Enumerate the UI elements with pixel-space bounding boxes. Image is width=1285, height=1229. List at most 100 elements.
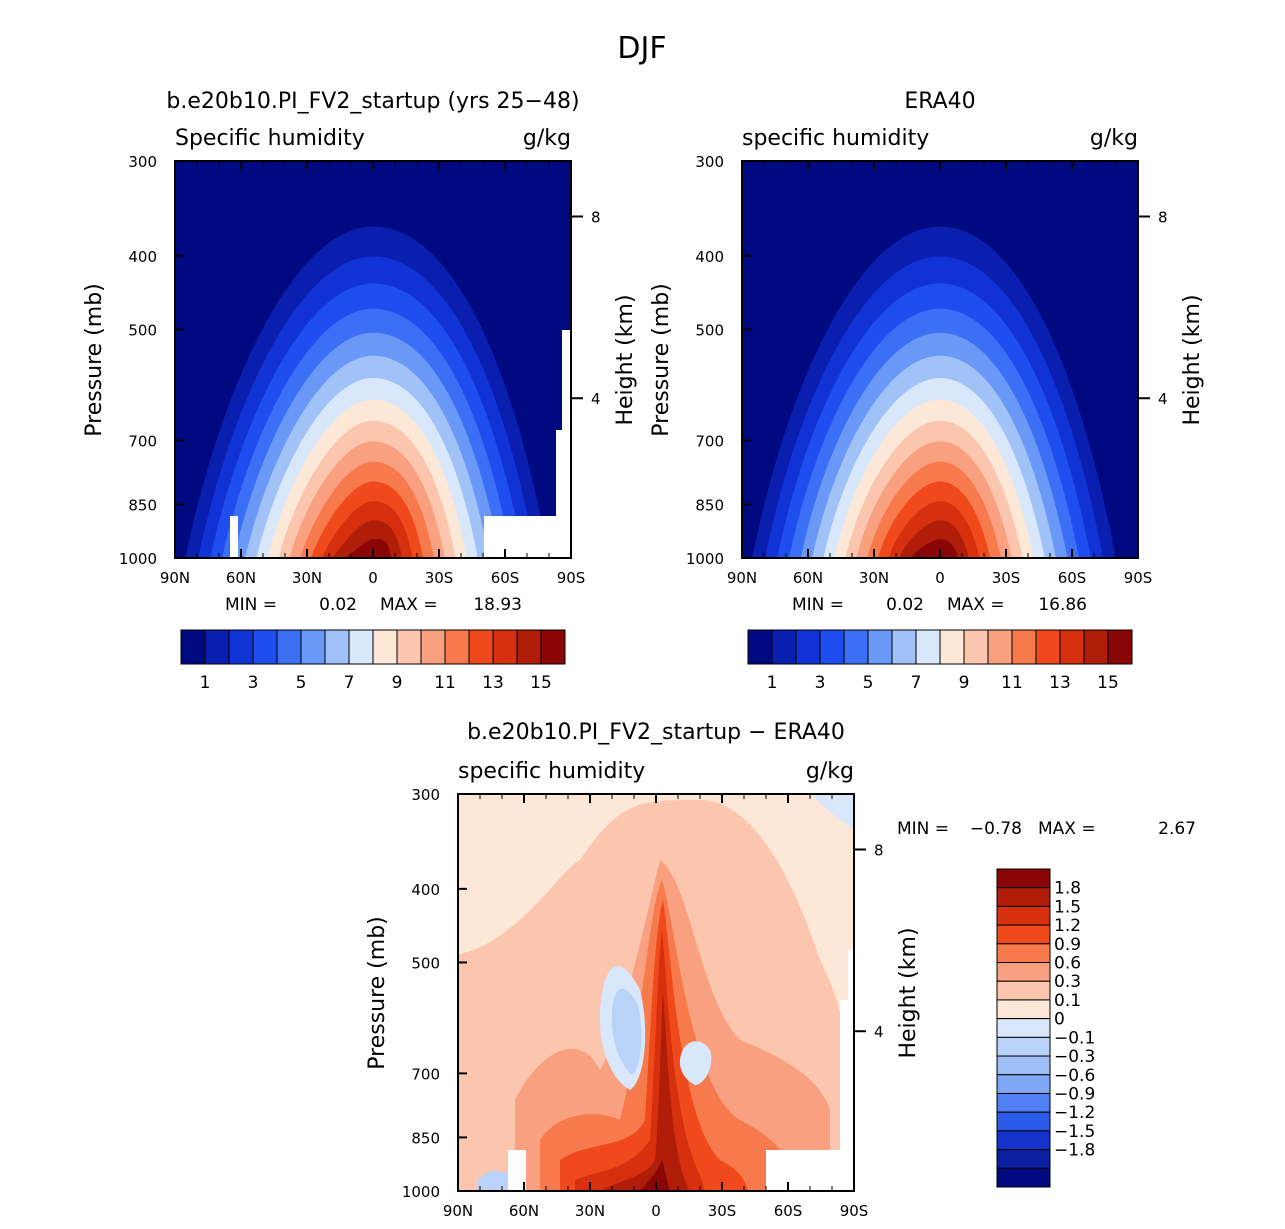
y-right-tick-label: 8 (591, 209, 601, 227)
y-tick-label: 300 (695, 153, 724, 171)
colorbar-swatch (915, 629, 941, 665)
x-tick-label: 90N (443, 1202, 473, 1220)
x-tick-label: 60S (1058, 569, 1087, 587)
colorbar-swatch (180, 629, 206, 665)
colorbar-swatch (996, 1092, 1051, 1113)
colorbar-swatch (996, 943, 1051, 964)
colorbar-swatch (420, 629, 446, 665)
colorbar-swatch (996, 1018, 1051, 1038)
axes: 90N 60N 30N 0 30S 60S 90S 300 400 500 700 850 1000 8 4 (686, 153, 1168, 587)
y-tick-label: 500 (128, 321, 157, 339)
colorbar-swatch (396, 629, 422, 665)
y-tick-label: 1000 (119, 550, 157, 568)
y-tick-label: 400 (695, 248, 724, 266)
colorbar-swatch (1107, 629, 1133, 665)
y-tick-label: 400 (411, 881, 440, 899)
y-tick-label: 850 (695, 496, 724, 514)
figure-title: DJF (617, 31, 666, 66)
colorbar-swatch (996, 980, 1051, 1001)
colorbar-swatch (996, 1130, 1051, 1151)
colorbar-swatch (996, 887, 1051, 907)
colorbar-label: 13 (482, 673, 504, 693)
y-tick-label: 400 (128, 248, 157, 266)
y-tick-label: 500 (411, 954, 440, 972)
units-label: g/kg (1090, 126, 1138, 151)
x-tick-label: 90S (1124, 569, 1153, 587)
colorbar-swatch (252, 629, 278, 665)
min-label: MIN = (792, 595, 844, 615)
colorbar-label: 5 (863, 673, 874, 693)
colorbar-label: 1 (200, 673, 211, 693)
panel-title: ERA40 (904, 89, 975, 114)
contour-band (640, 1160, 670, 1191)
colorbar-swatch (843, 629, 869, 665)
x-tick-label: 30S (425, 569, 454, 587)
x-tick-label: 0 (935, 569, 945, 587)
y-right-tick-label: 4 (1158, 390, 1168, 408)
contour-band (910, 539, 959, 558)
colorbar-swatch (444, 629, 470, 665)
colorbar-swatch (1083, 629, 1109, 665)
colorbar-swatch (987, 629, 1013, 665)
y-axis-label: Pressure (mb) (365, 916, 390, 1070)
colorbar-swatch (540, 629, 566, 665)
colorbar-label: 1.5 (1054, 897, 1081, 917)
contour-band (600, 990, 690, 1191)
colorbar-label: −0.1 (1054, 1028, 1095, 1048)
colorbar-label: 1.8 (1054, 879, 1081, 899)
colorbar: 1.81.51.20.90.60.30.10−0.1−0.3−0.6−0.9−1… (996, 868, 1095, 1188)
y-axis-right-label: Height (km) (613, 294, 638, 425)
colorbar-label: 3 (815, 673, 826, 693)
colorbar-swatch (891, 629, 917, 665)
y-axis-label: Pressure (mb) (82, 283, 107, 437)
units-label: g/kg (806, 759, 854, 784)
x-tick-label: 0 (651, 1202, 661, 1220)
missing-data-mask (562, 330, 571, 440)
colorbar-swatch (276, 629, 302, 665)
max-label: MAX = (380, 595, 438, 615)
missing-data-mask (848, 950, 854, 1000)
panel-difference: b.e20b10.PI_FV2_startup − ERA40 specific… (365, 720, 1196, 1220)
missing-data-mask (556, 430, 571, 520)
colorbar-swatch (867, 629, 893, 665)
colorbar-swatch (996, 1055, 1051, 1076)
variable-label: specific humidity (742, 126, 929, 151)
x-tick-label: 30N (575, 1202, 605, 1220)
colorbar-label: −1.5 (1054, 1122, 1095, 1142)
colorbar-label: 7 (911, 673, 922, 693)
panel-title: b.e20b10.PI_FV2_startup (yrs 25−48) (166, 89, 579, 114)
colorbar-label: 1.2 (1054, 916, 1081, 936)
y-tick-label: 1000 (402, 1183, 440, 1201)
colorbar-label: 0.9 (1054, 935, 1081, 955)
max-value: 18.93 (473, 595, 522, 615)
x-tick-label: 30N (292, 569, 322, 587)
colorbar-swatch (996, 1111, 1051, 1132)
colorbar-swatch (372, 629, 398, 665)
y-right-tick-label: 4 (874, 1023, 884, 1041)
colorbar-swatch (996, 905, 1051, 926)
x-tick-label: 60S (774, 1202, 803, 1220)
contour-plot (458, 794, 854, 1191)
colorbar-label: −0.6 (1054, 1066, 1095, 1086)
colorbar-swatch (819, 629, 845, 665)
missing-data-mask (766, 1150, 854, 1191)
colorbar-swatch (468, 629, 494, 665)
colorbar-swatch (996, 999, 1051, 1020)
min-value: 0.02 (319, 595, 357, 615)
colorbar-swatch (996, 1167, 1051, 1188)
colorbar-label: 15 (1097, 673, 1119, 693)
y-axis-right-label: Height (km) (896, 927, 921, 1058)
y-axis-right-label: Height (km) (1180, 294, 1205, 425)
colorbar-swatch (771, 629, 797, 665)
colorbar-swatch (1035, 629, 1061, 665)
colorbar-swatch (996, 1149, 1051, 1169)
y-tick-label: 500 (695, 321, 724, 339)
x-tick-label: 90S (557, 569, 586, 587)
colorbar-swatch (348, 629, 374, 665)
y-tick-label: 700 (411, 1065, 440, 1083)
y-tick-label: 1000 (686, 550, 724, 568)
x-tick-label: 0 (368, 569, 378, 587)
max-value: 16.86 (1038, 595, 1087, 615)
colorbar-swatch (996, 924, 1051, 945)
